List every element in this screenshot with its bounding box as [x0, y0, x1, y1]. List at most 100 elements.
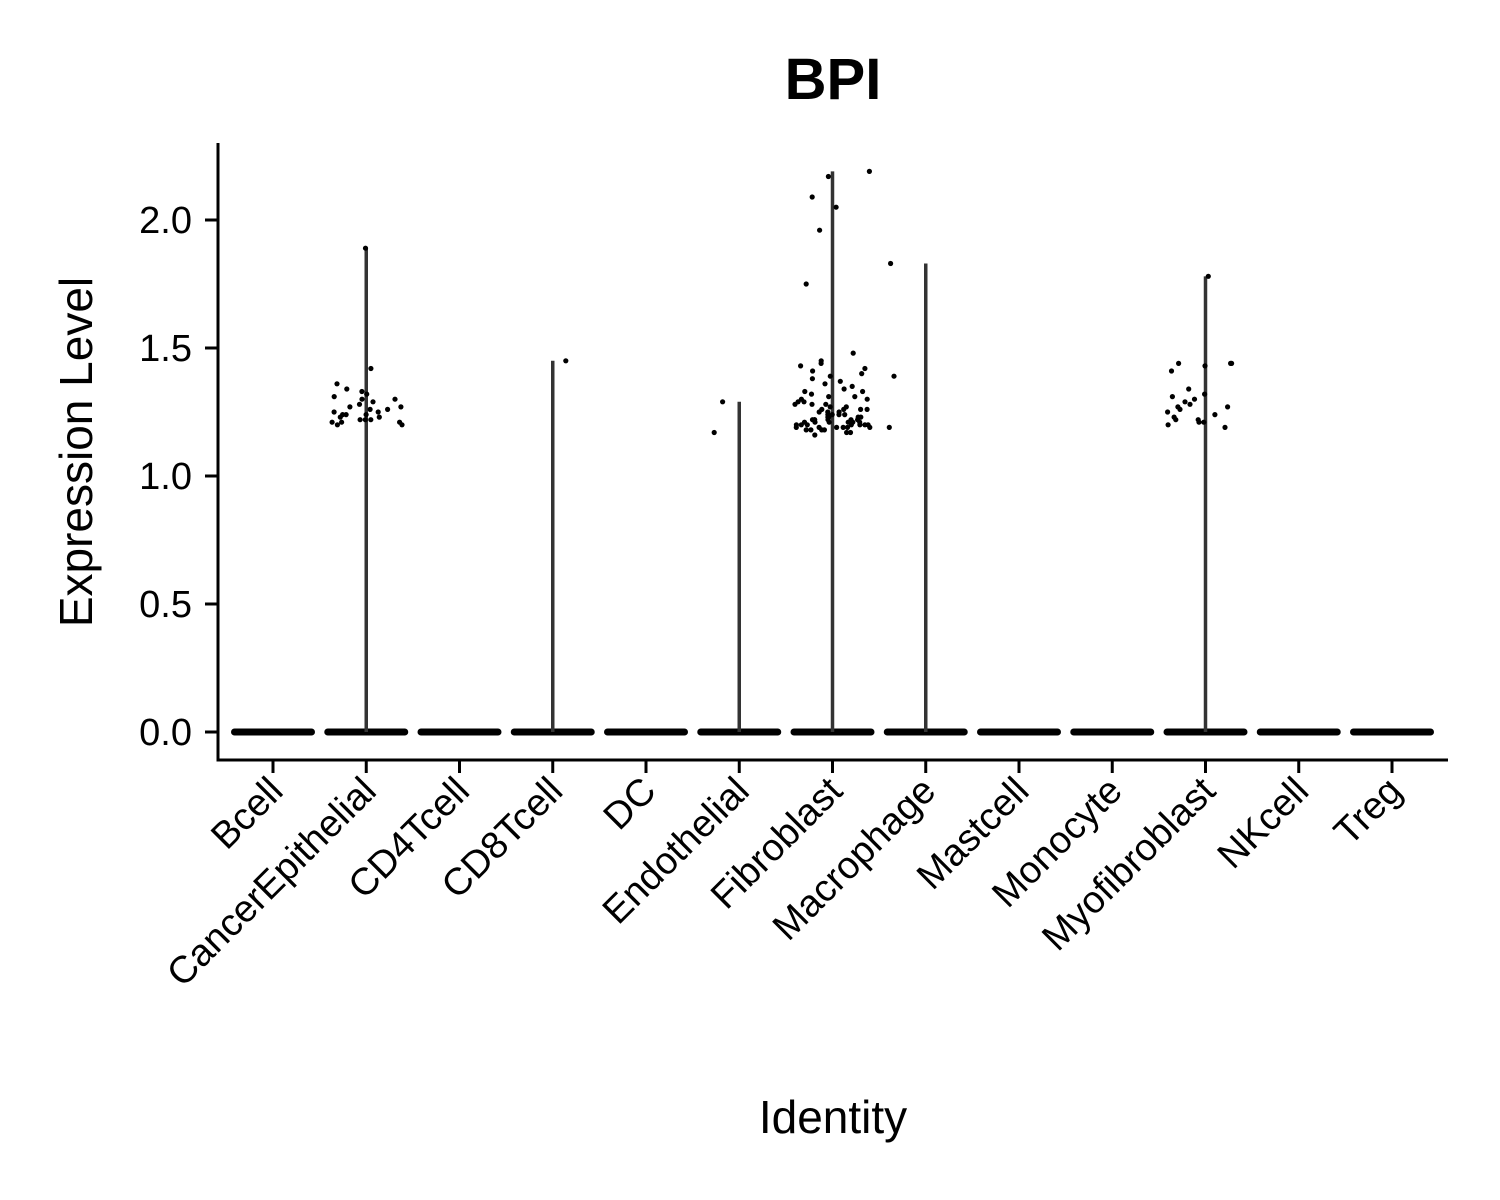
data-point	[357, 417, 363, 423]
data-point	[845, 419, 851, 425]
data-point	[399, 422, 405, 428]
y-tick-label: 0.5	[139, 584, 192, 626]
violin-body	[977, 728, 1061, 736]
data-point	[344, 386, 350, 392]
data-point	[359, 396, 365, 402]
data-point	[1229, 360, 1235, 366]
data-point	[803, 281, 809, 287]
data-point	[825, 173, 832, 180]
data-point	[362, 245, 369, 251]
data-point	[864, 406, 870, 412]
data-point	[339, 419, 345, 425]
data-point	[804, 422, 810, 428]
data-point	[376, 414, 382, 420]
data-point	[1212, 412, 1218, 418]
data-point	[827, 373, 833, 379]
data-point	[368, 365, 374, 372]
data-point	[1201, 419, 1207, 425]
data-point	[809, 401, 815, 407]
y-tick-label: 1.0	[139, 456, 192, 498]
data-point	[849, 383, 855, 389]
data-point	[1182, 399, 1188, 405]
data-point	[359, 388, 365, 395]
data-point	[834, 424, 840, 430]
data-point	[858, 406, 864, 412]
data-point	[392, 396, 398, 402]
data-point	[1165, 422, 1171, 428]
data-point	[841, 386, 847, 392]
y-tick-label: 0.0	[139, 712, 192, 754]
data-point	[363, 412, 369, 418]
data-point	[1205, 273, 1211, 279]
data-point	[836, 409, 842, 415]
data-point	[720, 399, 726, 405]
violin-body	[1070, 728, 1155, 736]
data-point	[840, 424, 846, 430]
plot-area: 0.00.51.01.52.0BcellCancerEpithelialCD4T…	[139, 143, 1448, 995]
data-point	[812, 417, 818, 423]
violin-body	[417, 728, 502, 736]
data-point	[827, 404, 833, 410]
data-point	[711, 429, 717, 436]
data-point	[850, 350, 856, 356]
data-point	[886, 424, 892, 430]
data-point	[826, 419, 832, 425]
data-point	[368, 417, 374, 423]
data-point	[888, 260, 894, 267]
x-tick-label: Bcell	[203, 770, 291, 858]
data-point	[803, 427, 809, 433]
data-point	[891, 373, 897, 379]
data-point	[808, 391, 815, 397]
data-point	[364, 391, 370, 397]
data-point	[841, 406, 847, 412]
data-point	[860, 388, 866, 395]
data-point	[1168, 368, 1175, 374]
x-tick-label: NKcell	[1210, 770, 1317, 877]
data-point	[844, 424, 851, 430]
y-axis-title: Expression Level	[50, 277, 102, 627]
data-point	[331, 409, 337, 415]
data-point	[862, 422, 868, 428]
data-point	[857, 422, 863, 428]
data-point	[864, 396, 870, 402]
data-point	[334, 422, 340, 428]
data-point	[1186, 386, 1192, 392]
data-point	[563, 358, 569, 364]
data-point	[398, 404, 404, 410]
data-point	[331, 394, 337, 400]
y-tick-label: 2.0	[139, 200, 192, 242]
x-axis-title: Identity	[759, 1091, 907, 1143]
data-point	[855, 417, 861, 423]
y-tick-label: 1.5	[139, 328, 192, 370]
data-point	[818, 360, 824, 366]
data-point	[370, 399, 376, 405]
x-tick-label: Treg	[1326, 770, 1410, 854]
data-point	[385, 406, 391, 412]
data-point	[792, 401, 798, 407]
data-point	[1187, 401, 1193, 407]
data-point	[1165, 409, 1171, 415]
chart-title: BPI	[785, 47, 882, 112]
data-point	[1173, 417, 1179, 423]
data-point	[810, 368, 816, 374]
data-point	[808, 427, 814, 433]
violin-body	[231, 728, 315, 736]
data-point	[798, 422, 804, 428]
data-point	[367, 406, 373, 412]
data-point	[822, 381, 828, 387]
data-point	[812, 432, 818, 438]
data-point	[844, 429, 850, 436]
data-point	[798, 363, 804, 369]
data-point	[1202, 363, 1208, 369]
data-point	[1176, 360, 1182, 366]
x-tick-label: DC	[596, 770, 665, 839]
data-point	[823, 401, 829, 407]
data-point	[329, 419, 335, 425]
violin-body	[1350, 728, 1434, 736]
data-point	[1222, 424, 1228, 430]
data-point	[1169, 394, 1175, 400]
data-point	[793, 422, 800, 428]
data-point	[1191, 396, 1198, 402]
data-point	[340, 412, 346, 418]
